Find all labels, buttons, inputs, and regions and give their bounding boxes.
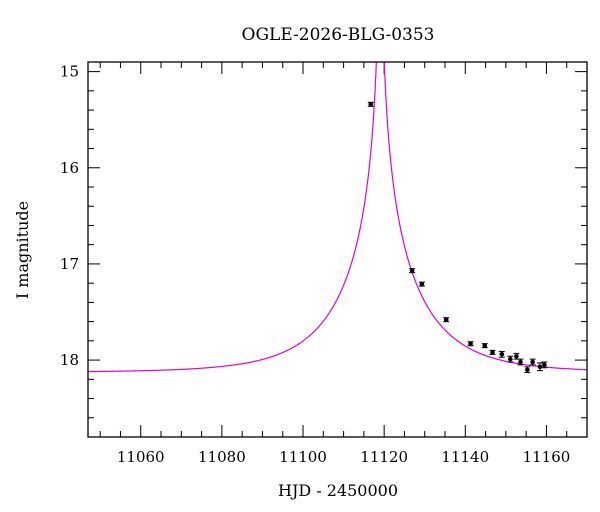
x-tick-label: 11120 xyxy=(360,448,408,466)
x-tick-label: 11080 xyxy=(198,448,246,466)
data-point xyxy=(529,358,536,366)
x-tick-label: 11060 xyxy=(117,448,165,466)
plot-frame xyxy=(87,61,588,438)
data-point xyxy=(517,358,524,366)
y-tick-label: 16 xyxy=(60,159,79,177)
point-marker xyxy=(490,350,495,355)
point-marker xyxy=(443,317,449,322)
data-point xyxy=(513,352,520,360)
data-point xyxy=(409,268,416,274)
data-point xyxy=(418,281,425,287)
point-marker xyxy=(525,367,530,372)
model-curve xyxy=(88,62,587,373)
y-tick-label: 15 xyxy=(60,63,79,81)
y-tick-label: 18 xyxy=(60,351,79,369)
data-point xyxy=(467,341,474,347)
chart-title: OGLE-2026-BLG-0353 xyxy=(242,25,435,45)
point-marker xyxy=(419,281,425,287)
point-marker xyxy=(482,343,488,348)
point-marker xyxy=(530,359,535,365)
y-axis-label: I magnitude xyxy=(13,201,32,299)
x-tick-label: 11100 xyxy=(279,448,327,466)
x-tick-label: 11140 xyxy=(441,448,489,466)
y-tick-labels: 15 16 17 18 xyxy=(60,63,79,369)
plot-area xyxy=(87,61,588,438)
data-point xyxy=(524,366,531,374)
point-marker xyxy=(542,362,547,368)
x-tick-labels: 11060 11080 11100 11120 11140 11160 xyxy=(117,448,570,466)
data-point xyxy=(498,350,505,358)
data-point xyxy=(367,101,374,107)
data-point xyxy=(541,361,548,369)
data-points xyxy=(367,101,548,374)
point-marker xyxy=(518,359,523,365)
y-tick-label: 17 xyxy=(60,255,79,273)
x-tick-label: 11160 xyxy=(523,448,571,466)
data-point xyxy=(536,362,543,372)
point-marker xyxy=(409,268,415,273)
axis-ticks xyxy=(88,62,588,438)
point-marker xyxy=(499,352,505,357)
point-marker xyxy=(508,356,513,362)
point-marker xyxy=(514,353,519,359)
data-point xyxy=(489,349,496,355)
data-point xyxy=(443,317,450,323)
point-marker xyxy=(537,364,543,370)
point-marker xyxy=(368,102,374,107)
data-point xyxy=(507,355,514,363)
point-marker xyxy=(468,341,473,347)
x-axis-label: HJD - 2450000 xyxy=(278,481,398,500)
data-point xyxy=(481,343,488,349)
